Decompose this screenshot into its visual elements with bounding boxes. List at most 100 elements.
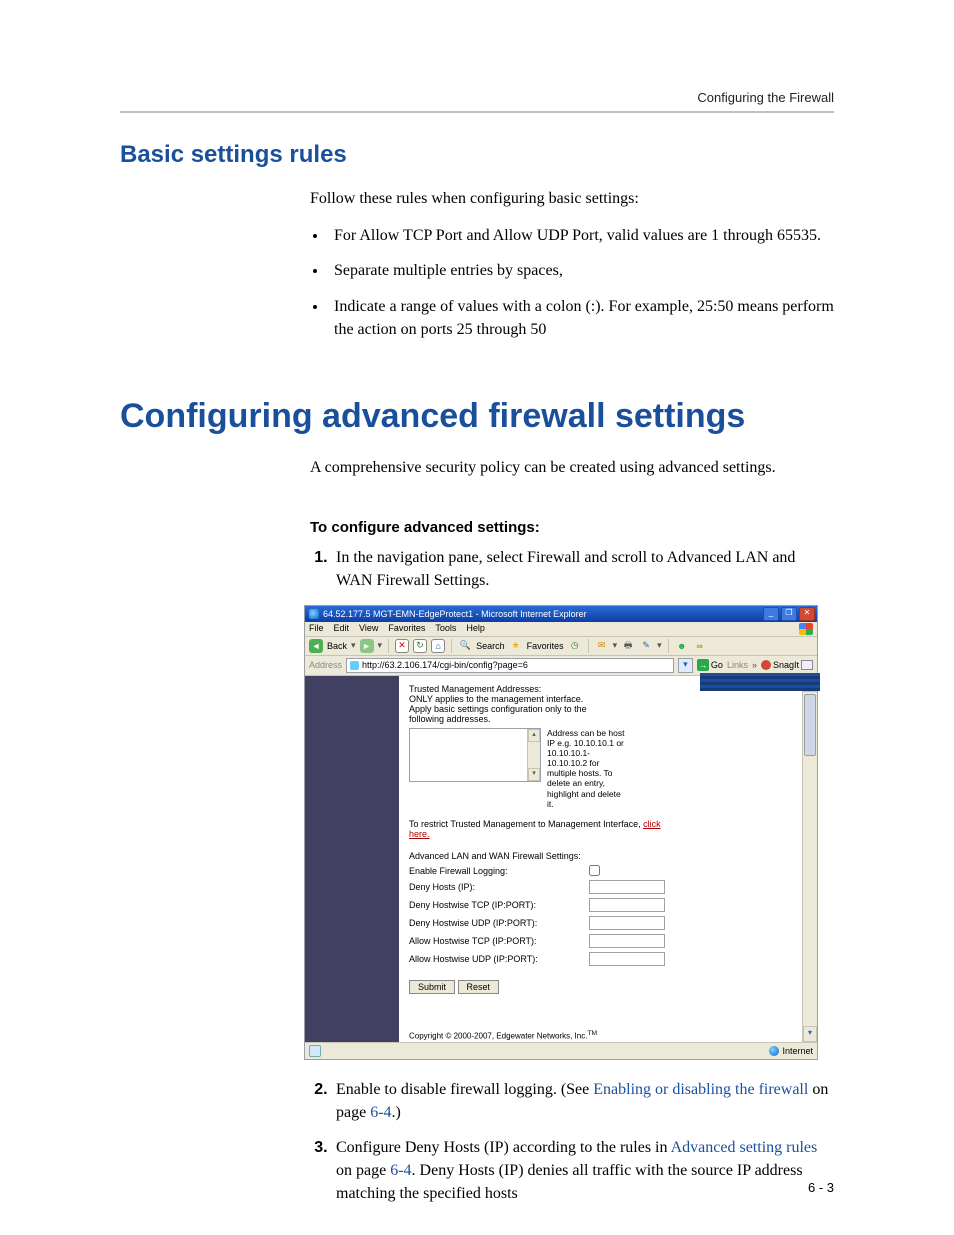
- trusted-title: Trusted Management Addresses:: [409, 684, 792, 694]
- page-scrollbar[interactable]: ▴ ▾: [802, 676, 817, 1042]
- back-icon[interactable]: ◄: [309, 639, 323, 653]
- step-text: Enable to disable firewall logging. (See: [336, 1081, 593, 1098]
- section-basic-body: Follow these rules when configuring basi…: [310, 187, 834, 341]
- step-1: In the navigation pane, select Firewall …: [332, 546, 834, 592]
- pageref-link[interactable]: 6-4: [370, 1104, 391, 1121]
- allow-tcp-input[interactable]: [589, 934, 665, 948]
- stop-icon[interactable]: ✕: [395, 639, 409, 653]
- trusted-addresses-textarea[interactable]: ▴ ▾: [409, 728, 541, 782]
- ie-icon: [309, 609, 319, 619]
- favorites-icon[interactable]: ★: [509, 639, 523, 653]
- reset-button[interactable]: Reset: [458, 980, 500, 994]
- go-label: Go: [711, 660, 723, 670]
- back-label[interactable]: Back: [327, 641, 347, 651]
- trusted-subtext: Apply basic settings configuration only …: [409, 704, 792, 714]
- xref-link[interactable]: Enabling or disabling the firewall: [593, 1081, 808, 1098]
- search-icon[interactable]: 🔍: [458, 639, 472, 653]
- menu-favorites[interactable]: Favorites: [388, 623, 425, 635]
- address-label: Address: [309, 660, 342, 670]
- minimize-button[interactable]: _: [763, 607, 779, 621]
- firewall-logging-checkbox[interactable]: [589, 865, 600, 876]
- messenger-icon[interactable]: ☻: [675, 639, 689, 653]
- toolbar-separator: [451, 639, 452, 653]
- allow-udp-input[interactable]: [589, 952, 665, 966]
- links-label[interactable]: Links: [727, 660, 748, 670]
- copyright-text: Copyright © 2000-2007, Edgewater Network…: [409, 1032, 587, 1041]
- forward-icon[interactable]: ►: [360, 639, 374, 653]
- restrict-line: To restrict Trusted Management to Manage…: [409, 819, 792, 839]
- row-deny-tcp: Deny Hostwise TCP (IP:PORT):: [409, 898, 792, 912]
- snagit-icon: [761, 660, 771, 670]
- globe-icon: [769, 1046, 779, 1056]
- steps-list-cont: Enable to disable firewall logging. (See…: [310, 1078, 834, 1206]
- nav-side-pane[interactable]: [305, 676, 399, 1042]
- snagit-label: SnagIt: [773, 660, 799, 670]
- scroll-up-icon[interactable]: ▴: [528, 729, 540, 742]
- mail-icon[interactable]: ✉: [595, 639, 609, 653]
- license-link[interactable]: View third-party: [477, 1041, 532, 1042]
- window-titlebar: 64.52.177.5 MGT-EMN-EdgeProtect1 - Micro…: [305, 606, 817, 622]
- deny-udp-input[interactable]: [589, 916, 665, 930]
- menu-bar: File Edit View Favorites Tools Help: [305, 622, 817, 637]
- help-line: 10.10.10.2 for: [547, 758, 667, 768]
- address-url: http://63.2.106.174/cgi-bin/config?page=…: [362, 660, 528, 670]
- basic-bullet: Separate multiple entries by spaces,: [328, 259, 834, 282]
- row-label: Deny Hostwise TCP (IP:PORT):: [409, 900, 589, 910]
- header-rule: [120, 111, 834, 113]
- content-pane: Trusted Management Addresses: ONLY appli…: [399, 676, 802, 1042]
- help-line: Address can be host: [547, 728, 667, 738]
- search-label[interactable]: Search: [476, 641, 505, 651]
- close-button[interactable]: ✕: [799, 607, 815, 621]
- print-icon[interactable]: 🖶: [621, 639, 635, 653]
- row-label: Enable Firewall Logging:: [409, 866, 589, 876]
- menu-view[interactable]: View: [359, 623, 378, 635]
- help-line: IP e.g. 10.10.10.1 or: [547, 738, 667, 748]
- basic-bullet-list: For Allow TCP Port and Allow UDP Port, v…: [310, 224, 834, 341]
- help-line: multiple hosts. To: [547, 768, 667, 778]
- scroll-down-icon[interactable]: ▾: [803, 1026, 817, 1042]
- address-field[interactable]: http://63.2.106.174/cgi-bin/config?page=…: [346, 658, 674, 673]
- textarea-scrollbar[interactable]: ▴ ▾: [527, 729, 540, 781]
- menu-file[interactable]: File: [309, 623, 324, 635]
- browser-viewport: Trusted Management Addresses: ONLY appli…: [305, 676, 817, 1042]
- maximize-button[interactable]: ❐: [781, 607, 797, 621]
- windows-flag-icon: [799, 623, 813, 635]
- step-text: Configure Deny Hosts (IP) according to t…: [336, 1139, 671, 1156]
- home-icon[interactable]: ⌂: [431, 639, 445, 653]
- section-advanced-title: Configuring advanced firewall settings: [120, 397, 834, 436]
- xref-link[interactable]: Advanced setting rules: [671, 1139, 818, 1156]
- address-dropdown-icon[interactable]: ▾: [678, 658, 693, 673]
- page: Configuring the Firewall Basic settings …: [0, 0, 954, 1235]
- deny-tcp-input[interactable]: [589, 898, 665, 912]
- menu-help[interactable]: Help: [466, 623, 485, 635]
- zone-label: Internet: [782, 1046, 813, 1056]
- edit-icon[interactable]: ✎: [639, 639, 653, 653]
- scroll-down-icon[interactable]: ▾: [528, 768, 540, 781]
- help-line: delete an entry,: [547, 778, 667, 788]
- deny-hosts-ip-input[interactable]: [589, 880, 665, 894]
- refresh-icon[interactable]: ↻: [413, 639, 427, 653]
- pageref-link[interactable]: 6-4: [390, 1162, 411, 1179]
- window-buttons: _ ❐ ✕: [763, 607, 815, 621]
- extra-icon[interactable]: ∞: [693, 639, 707, 653]
- menu-edit[interactable]: Edit: [334, 623, 350, 635]
- snagit-window-icon: [801, 660, 813, 670]
- section-advanced-body: A comprehensive security policy can be c…: [310, 456, 834, 1206]
- history-icon[interactable]: ◷: [568, 639, 582, 653]
- snagit-toolbar[interactable]: SnagIt: [761, 660, 813, 670]
- toolbar-separator: [588, 639, 589, 653]
- favorites-label[interactable]: Favorites: [527, 641, 564, 651]
- scroll-thumb[interactable]: [804, 694, 816, 756]
- go-button[interactable]: → Go: [697, 659, 723, 671]
- restrict-text: To restrict Trusted Management to Manage…: [409, 819, 643, 829]
- toolbar: ◄ Back ▾ ► ▾ ✕ ↻ ⌂ 🔍 Search ★ Favorites …: [305, 637, 817, 656]
- restrict-link[interactable]: click: [643, 819, 661, 829]
- menu-tools[interactable]: Tools: [435, 623, 456, 635]
- status-page-icon: [309, 1045, 321, 1057]
- submit-button[interactable]: Submit: [409, 980, 455, 994]
- steps-heading: To configure advanced settings:: [310, 519, 834, 536]
- security-zone: Internet: [769, 1046, 813, 1056]
- restrict-link[interactable]: here.: [409, 829, 430, 839]
- page-icon: [350, 661, 359, 670]
- scroll-track[interactable]: [803, 692, 817, 1026]
